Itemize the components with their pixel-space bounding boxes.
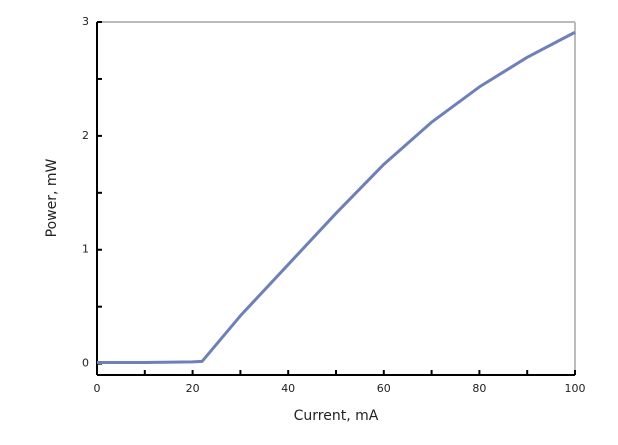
x-tick-label: 40	[281, 382, 295, 395]
x-axis-label: Current, mA	[294, 408, 379, 424]
y-tick-label: 3	[82, 15, 89, 28]
x-tick-label: 80	[472, 382, 486, 395]
y-tick-label: 1	[82, 243, 89, 256]
y-tick-label: 0	[82, 357, 89, 370]
x-tick-label: 0	[94, 382, 101, 395]
y-axis-label: Power, mW	[44, 158, 60, 237]
y-tick-label: 2	[82, 129, 89, 142]
x-tick-label: 60	[377, 382, 391, 395]
data-line	[97, 30, 576, 364]
x-tick-label: 20	[186, 382, 200, 395]
x-tick-label: 100	[565, 382, 586, 395]
